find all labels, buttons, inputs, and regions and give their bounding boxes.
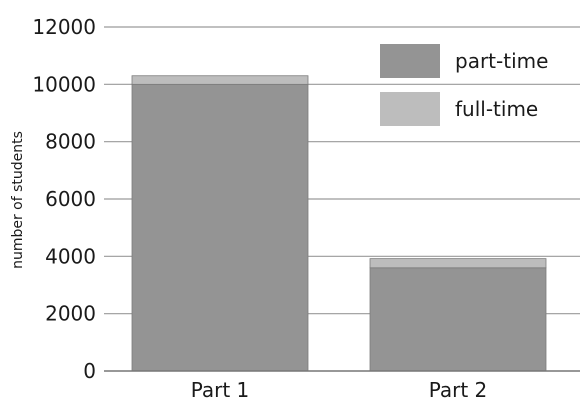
y-tick-label: 12000 xyxy=(32,15,96,39)
legend-swatch-part-time xyxy=(380,44,440,78)
legend-swatch-full-time xyxy=(380,92,440,126)
bar-segment-part-time xyxy=(131,83,309,372)
legend-label: part-time xyxy=(455,49,548,73)
axes: 0 2000 4000 6000 8000 10000 12000 Part 1 Part 2 xyxy=(32,15,580,399)
y-tick-label: 2000 xyxy=(45,302,96,326)
legend-label: full-time xyxy=(455,97,538,121)
y-tick-label: 8000 xyxy=(45,130,96,154)
bar-segment-full-time xyxy=(369,258,547,269)
y-tick-label: 4000 xyxy=(45,244,96,268)
x-category-label: Part 1 xyxy=(191,378,250,399)
legend: part-time full-time xyxy=(380,44,548,126)
y-axis-title: number of students xyxy=(10,131,26,269)
bar-segment-full-time xyxy=(131,75,309,85)
bars xyxy=(131,75,547,372)
y-tick-label: 0 xyxy=(83,359,96,383)
y-tick-label: 6000 xyxy=(45,187,96,211)
x-category-label: Part 2 xyxy=(429,378,488,399)
bar-segment-part-time xyxy=(369,267,547,372)
y-tick-label: 10000 xyxy=(32,72,96,96)
